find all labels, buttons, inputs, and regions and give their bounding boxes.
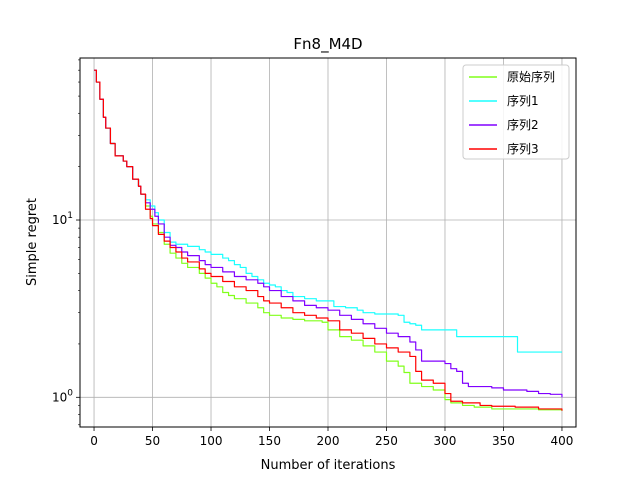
legend-label: 序列3 xyxy=(507,141,539,156)
x-tick-label: 150 xyxy=(258,434,281,448)
x-tick-label: 350 xyxy=(492,434,515,448)
x-axis-label: Number of iterations xyxy=(261,458,396,473)
x-tick-label: 50 xyxy=(145,434,160,448)
y-tick-label: 100 xyxy=(52,388,73,404)
x-tick-label: 200 xyxy=(317,434,340,448)
legend-box xyxy=(462,64,570,160)
legend-label: 原始序列 xyxy=(507,69,555,84)
x-tick-label: 0 xyxy=(90,434,98,448)
x-tick-label: 400 xyxy=(551,434,574,448)
chart-title: Fn8_M4D xyxy=(293,35,362,54)
series-line-4 xyxy=(94,69,563,411)
legend-label: 序列2 xyxy=(507,117,539,132)
x-tick-label: 300 xyxy=(434,434,457,448)
series-layer xyxy=(94,69,563,411)
y-axis-label: Simple regret xyxy=(25,198,40,286)
ticks: 0 50 100 150 200 250 300 350 400 100 101 xyxy=(52,59,574,448)
x-tick-label: 250 xyxy=(375,434,398,448)
x-tick-label: 100 xyxy=(200,434,223,448)
legend-label: 序列1 xyxy=(507,93,539,108)
y-tick-label: 101 xyxy=(52,211,73,227)
